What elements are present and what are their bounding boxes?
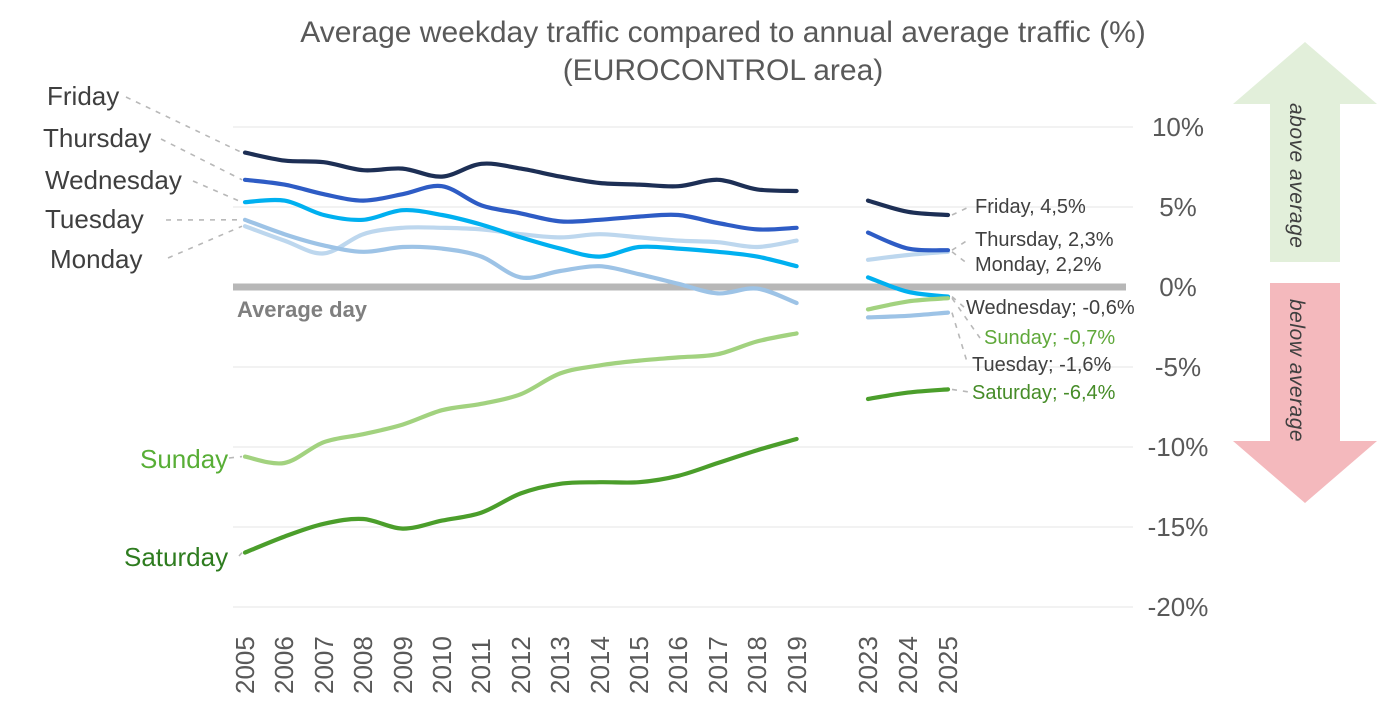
- x-tick-2025: 2025: [933, 636, 963, 694]
- x-tick-2023: 2023: [853, 636, 883, 694]
- series-line-wednesday: [242, 197, 799, 269]
- x-tick-2009: 2009: [387, 636, 418, 694]
- series-label-monday: Monday: [50, 244, 143, 274]
- series-label-friday: Friday: [47, 81, 120, 111]
- x-tick-2012: 2012: [505, 636, 536, 694]
- end-label-wednesday: Wednesday; -0,6%: [966, 297, 1135, 319]
- series-line-thursday: [242, 177, 799, 232]
- end-label-sunday: Sunday; -0,7%: [984, 327, 1116, 349]
- series-label-thursday: Thursday: [43, 123, 152, 153]
- x-tick-2013: 2013: [545, 636, 576, 694]
- below-average-arrow: [1233, 283, 1377, 503]
- y-tick-5%: 5%: [1159, 192, 1197, 222]
- leader-line-right-monday: [951, 251, 969, 265]
- series-line-tuesday: [242, 217, 799, 306]
- leader-line-right-friday: [951, 205, 972, 216]
- leader-lines: [125, 96, 981, 557]
- series-line-sunday: [242, 331, 799, 466]
- series-line-saturday: [242, 436, 799, 555]
- series-line-monday: [865, 249, 951, 262]
- leader-line-left-saturday: [238, 552, 243, 557]
- above-average-arrow: [1233, 42, 1377, 262]
- series-label-wednesday: Wednesday: [45, 165, 182, 195]
- x-tick-2008: 2008: [348, 636, 379, 694]
- series-line-thursday: [865, 230, 951, 253]
- leader-line-right-saturday: [951, 388, 970, 393]
- series-label-sunday: Sunday: [140, 444, 229, 474]
- leader-line-right-wednesday: [951, 295, 966, 309]
- end-label-tuesday: Tuesday; -1,6%: [972, 354, 1112, 376]
- below-average-label: below average: [1285, 299, 1308, 443]
- series-label-tuesday: Tuesday: [45, 204, 144, 234]
- leader-line-left-monday: [167, 225, 243, 259]
- series-label-saturday: Saturday: [124, 542, 229, 572]
- x-tick-2018: 2018: [742, 636, 773, 694]
- leader-line-left-sunday: [228, 455, 243, 459]
- x-tick-2007: 2007: [308, 636, 339, 694]
- x-tick-2006: 2006: [269, 636, 300, 694]
- leader-line-right-thursday: [951, 239, 969, 251]
- y-tick--10%: -10%: [1147, 432, 1209, 462]
- x-tick-2019: 2019: [781, 636, 812, 694]
- series-line-wednesday: [865, 275, 951, 299]
- end-label-thursday: Thursday, 2,3%: [975, 229, 1114, 251]
- series-line-tuesday: [865, 310, 951, 320]
- y-tick--15%: -15%: [1147, 512, 1209, 542]
- chart-title: Average weekday traffic compared to annu…: [46, 14, 1400, 90]
- y-tick-0%: 0%: [1159, 272, 1197, 302]
- leader-line-left-wednesday: [192, 180, 243, 203]
- x-tick-2005: 2005: [230, 636, 260, 694]
- average-day-label: Average day: [237, 297, 368, 322]
- chart-title-line1: Average weekday traffic compared to annu…: [300, 16, 1146, 49]
- leader-line-right-tuesday: [951, 312, 969, 366]
- leader-line-left-thursday: [160, 138, 243, 181]
- end-label-friday: Friday, 4,5%: [975, 196, 1086, 218]
- gridlines: [233, 126, 1133, 608]
- x-tick-2010: 2010: [427, 636, 457, 694]
- series-line-friday: [865, 198, 951, 218]
- series-line-saturday: [865, 387, 951, 402]
- chart-title-line2: (EUROCONTROL area): [562, 54, 884, 87]
- x-tick-2024: 2024: [893, 636, 923, 694]
- leader-line-right-sunday: [951, 297, 981, 339]
- end-label-monday: Monday, 2,2%: [975, 254, 1102, 276]
- series-lines: [242, 150, 951, 555]
- x-tick-2015: 2015: [624, 636, 654, 694]
- above-average-label: above average: [1285, 103, 1308, 249]
- y-tick-10%: 10%: [1151, 112, 1205, 142]
- series-line-sunday: [865, 296, 951, 312]
- x-tick-2014: 2014: [584, 636, 615, 694]
- x-tick-2016: 2016: [663, 636, 694, 694]
- end-label-saturday: Saturday; -6,4%: [972, 382, 1116, 404]
- series-line-friday: [242, 150, 799, 194]
- above-below-arrows: [1233, 42, 1377, 503]
- y-tick--5%: -5%: [1154, 352, 1202, 382]
- x-tick-2011: 2011: [466, 638, 497, 694]
- y-tick--20%: -20%: [1147, 592, 1209, 622]
- x-tick-2017: 2017: [702, 636, 733, 694]
